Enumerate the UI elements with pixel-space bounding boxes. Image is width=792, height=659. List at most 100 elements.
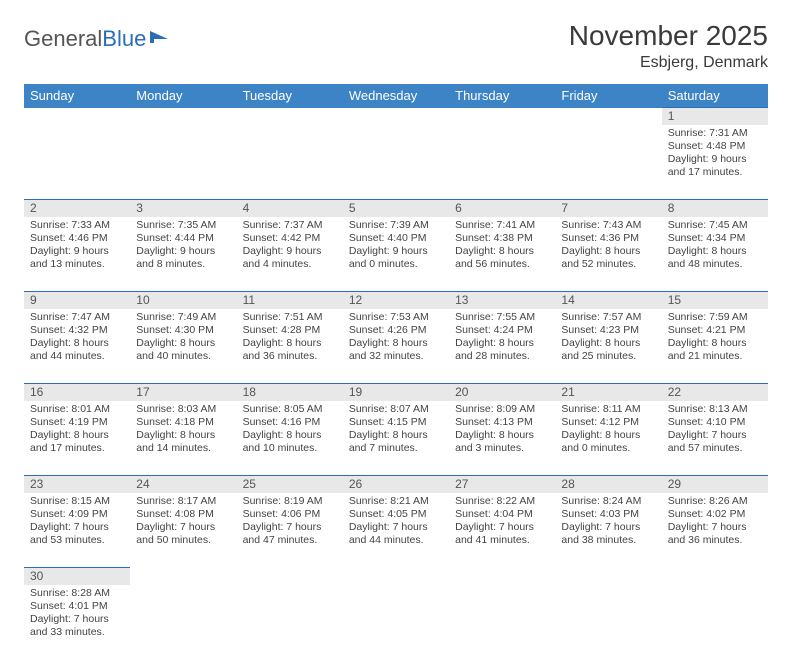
day-content-cell: Sunrise: 8:11 AMSunset: 4:12 PMDaylight:… xyxy=(555,401,661,476)
sunrise-text: Sunrise: 7:55 AM xyxy=(455,311,549,324)
sunrise-text: Sunrise: 7:31 AM xyxy=(668,127,762,140)
day-content-cell: Sunrise: 8:15 AMSunset: 4:09 PMDaylight:… xyxy=(24,493,130,568)
daylight-text: Daylight: 7 hours and 53 minutes. xyxy=(30,521,124,547)
sunset-text: Sunset: 4:04 PM xyxy=(455,508,549,521)
sunset-text: Sunset: 4:46 PM xyxy=(30,232,124,245)
day-number-cell: 22 xyxy=(662,384,768,402)
weekday-header: Sunday xyxy=(24,84,130,108)
day-content-cell: Sunrise: 8:28 AMSunset: 4:01 PMDaylight:… xyxy=(24,585,130,659)
sunset-text: Sunset: 4:16 PM xyxy=(243,416,337,429)
logo-text-2: Blue xyxy=(102,26,146,52)
day-number-cell: 18 xyxy=(237,384,343,402)
day-content-cell: Sunrise: 8:13 AMSunset: 4:10 PMDaylight:… xyxy=(662,401,768,476)
daylight-text: Daylight: 8 hours and 56 minutes. xyxy=(455,245,549,271)
day-content-cell: Sunrise: 8:19 AMSunset: 4:06 PMDaylight:… xyxy=(237,493,343,568)
daylight-text: Daylight: 9 hours and 0 minutes. xyxy=(349,245,443,271)
day-number-cell xyxy=(662,568,768,586)
day-number-cell xyxy=(555,568,661,586)
daylight-text: Daylight: 7 hours and 47 minutes. xyxy=(243,521,337,547)
sunset-text: Sunset: 4:01 PM xyxy=(30,600,124,613)
sunset-text: Sunset: 4:08 PM xyxy=(136,508,230,521)
daylight-text: Daylight: 8 hours and 28 minutes. xyxy=(455,337,549,363)
day-content-cell: Sunrise: 7:37 AMSunset: 4:42 PMDaylight:… xyxy=(237,217,343,292)
day-content-cell xyxy=(343,585,449,659)
daynum-row: 1 xyxy=(24,108,768,126)
day-content-cell: Sunrise: 7:35 AMSunset: 4:44 PMDaylight:… xyxy=(130,217,236,292)
day-content-cell: Sunrise: 7:45 AMSunset: 4:34 PMDaylight:… xyxy=(662,217,768,292)
daylight-text: Daylight: 7 hours and 50 minutes. xyxy=(136,521,230,547)
day-content-cell: Sunrise: 8:22 AMSunset: 4:04 PMDaylight:… xyxy=(449,493,555,568)
day-number-cell: 10 xyxy=(130,292,236,310)
day-content-cell xyxy=(449,585,555,659)
content-row: Sunrise: 7:47 AMSunset: 4:32 PMDaylight:… xyxy=(24,309,768,384)
sunset-text: Sunset: 4:30 PM xyxy=(136,324,230,337)
day-number-cell: 30 xyxy=(24,568,130,586)
daylight-text: Daylight: 9 hours and 4 minutes. xyxy=(243,245,337,271)
sunset-text: Sunset: 4:32 PM xyxy=(30,324,124,337)
sunset-text: Sunset: 4:28 PM xyxy=(243,324,337,337)
sunset-text: Sunset: 4:12 PM xyxy=(561,416,655,429)
sunrise-text: Sunrise: 7:57 AM xyxy=(561,311,655,324)
daynum-row: 16171819202122 xyxy=(24,384,768,402)
day-content-cell xyxy=(24,125,130,200)
day-number-cell: 6 xyxy=(449,200,555,218)
day-number-cell xyxy=(343,568,449,586)
sunrise-text: Sunrise: 8:13 AM xyxy=(668,403,762,416)
sunset-text: Sunset: 4:24 PM xyxy=(455,324,549,337)
day-content-cell: Sunrise: 7:57 AMSunset: 4:23 PMDaylight:… xyxy=(555,309,661,384)
day-number-cell: 12 xyxy=(343,292,449,310)
day-content-cell: Sunrise: 8:03 AMSunset: 4:18 PMDaylight:… xyxy=(130,401,236,476)
daylight-text: Daylight: 9 hours and 8 minutes. xyxy=(136,245,230,271)
daynum-row: 2345678 xyxy=(24,200,768,218)
weekday-header: Saturday xyxy=(662,84,768,108)
sunrise-text: Sunrise: 7:51 AM xyxy=(243,311,337,324)
daylight-text: Daylight: 8 hours and 3 minutes. xyxy=(455,429,549,455)
sunset-text: Sunset: 4:06 PM xyxy=(243,508,337,521)
day-number-cell: 25 xyxy=(237,476,343,494)
day-content-cell xyxy=(130,585,236,659)
sunrise-text: Sunrise: 8:19 AM xyxy=(243,495,337,508)
day-number-cell: 26 xyxy=(343,476,449,494)
day-number-cell: 2 xyxy=(24,200,130,218)
weekday-header: Friday xyxy=(555,84,661,108)
day-number-cell: 23 xyxy=(24,476,130,494)
sunrise-text: Sunrise: 7:39 AM xyxy=(349,219,443,232)
sunset-text: Sunset: 4:09 PM xyxy=(30,508,124,521)
content-row: Sunrise: 8:15 AMSunset: 4:09 PMDaylight:… xyxy=(24,493,768,568)
daylight-text: Daylight: 7 hours and 38 minutes. xyxy=(561,521,655,547)
day-number-cell xyxy=(343,108,449,126)
daylight-text: Daylight: 8 hours and 10 minutes. xyxy=(243,429,337,455)
calendar-table: SundayMondayTuesdayWednesdayThursdayFrid… xyxy=(24,84,768,659)
day-number-cell xyxy=(237,108,343,126)
day-number-cell: 4 xyxy=(237,200,343,218)
day-content-cell: Sunrise: 7:39 AMSunset: 4:40 PMDaylight:… xyxy=(343,217,449,292)
day-number-cell: 5 xyxy=(343,200,449,218)
day-number-cell: 20 xyxy=(449,384,555,402)
daylight-text: Daylight: 8 hours and 48 minutes. xyxy=(668,245,762,271)
day-number-cell xyxy=(130,108,236,126)
day-content-cell: Sunrise: 8:26 AMSunset: 4:02 PMDaylight:… xyxy=(662,493,768,568)
sunrise-text: Sunrise: 8:03 AM xyxy=(136,403,230,416)
sunset-text: Sunset: 4:44 PM xyxy=(136,232,230,245)
daynum-row: 23242526272829 xyxy=(24,476,768,494)
daylight-text: Daylight: 7 hours and 44 minutes. xyxy=(349,521,443,547)
content-row: Sunrise: 8:01 AMSunset: 4:19 PMDaylight:… xyxy=(24,401,768,476)
daynum-row: 9101112131415 xyxy=(24,292,768,310)
day-content-cell: Sunrise: 7:51 AMSunset: 4:28 PMDaylight:… xyxy=(237,309,343,384)
day-content-cell: Sunrise: 7:53 AMSunset: 4:26 PMDaylight:… xyxy=(343,309,449,384)
daylight-text: Daylight: 8 hours and 21 minutes. xyxy=(668,337,762,363)
day-content-cell: Sunrise: 7:49 AMSunset: 4:30 PMDaylight:… xyxy=(130,309,236,384)
day-number-cell: 28 xyxy=(555,476,661,494)
sunrise-text: Sunrise: 8:01 AM xyxy=(30,403,124,416)
day-content-cell: Sunrise: 7:59 AMSunset: 4:21 PMDaylight:… xyxy=(662,309,768,384)
daylight-text: Daylight: 7 hours and 57 minutes. xyxy=(668,429,762,455)
day-content-cell: Sunrise: 7:33 AMSunset: 4:46 PMDaylight:… xyxy=(24,217,130,292)
day-content-cell xyxy=(662,585,768,659)
day-content-cell: Sunrise: 7:55 AMSunset: 4:24 PMDaylight:… xyxy=(449,309,555,384)
content-row: Sunrise: 7:33 AMSunset: 4:46 PMDaylight:… xyxy=(24,217,768,292)
day-content-cell: Sunrise: 7:43 AMSunset: 4:36 PMDaylight:… xyxy=(555,217,661,292)
logo: GeneralBlue xyxy=(24,26,174,52)
day-content-cell: Sunrise: 7:41 AMSunset: 4:38 PMDaylight:… xyxy=(449,217,555,292)
location: Esbjerg, Denmark xyxy=(569,54,768,72)
weekday-header: Tuesday xyxy=(237,84,343,108)
